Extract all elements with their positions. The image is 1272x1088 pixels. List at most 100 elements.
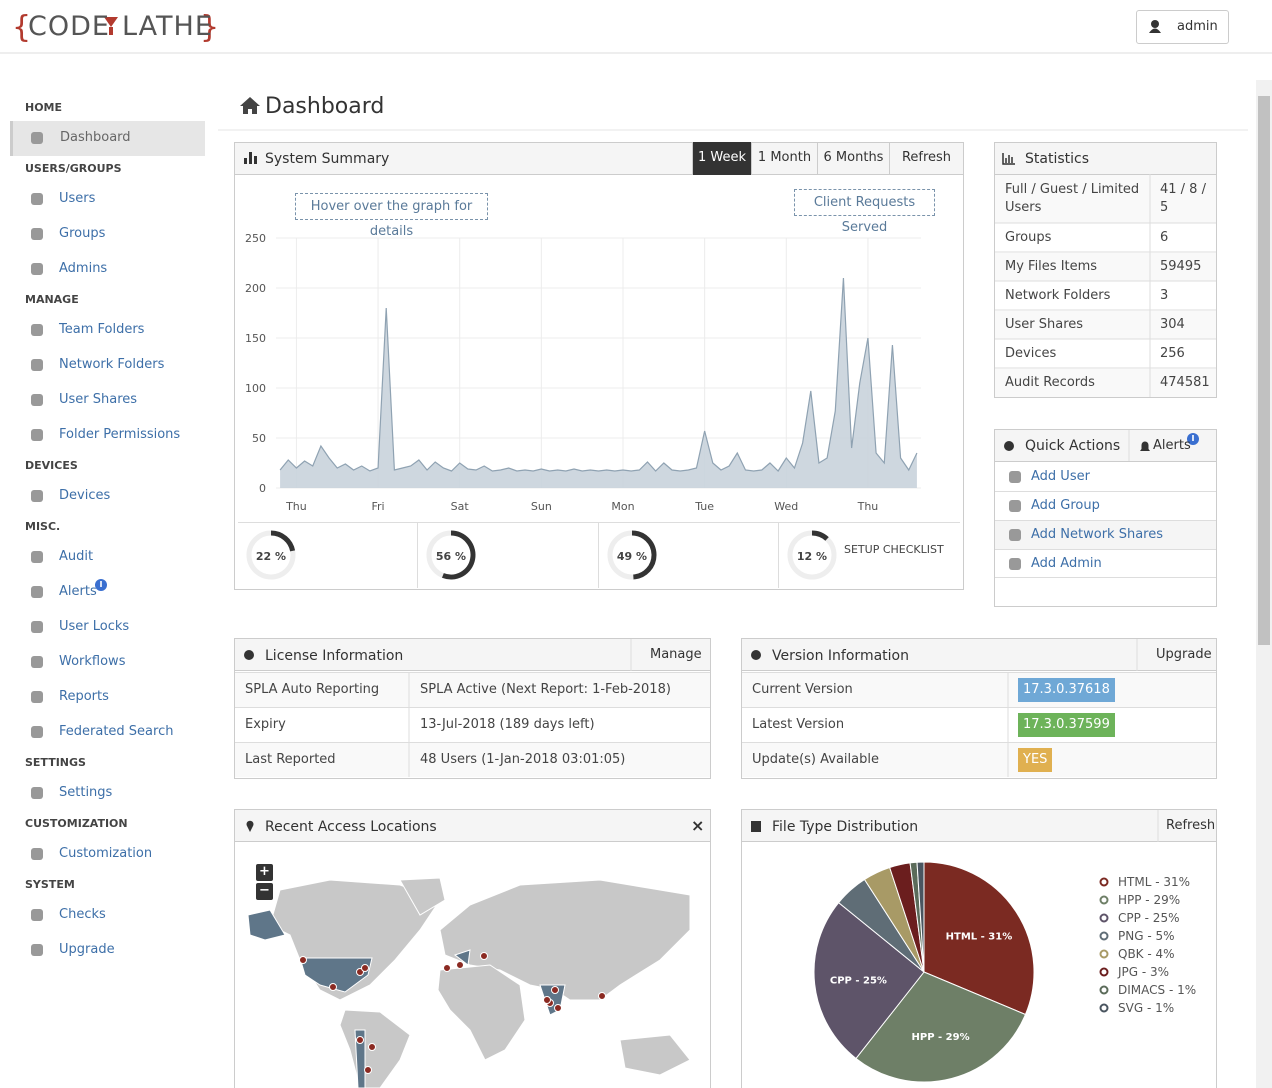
pie-slice [855, 971, 1027, 1083]
tab[interactable]: 1 Month [751, 142, 817, 175]
sidebar-link[interactable]: Network Folders [59, 357, 165, 372]
gauge-arc [811, 530, 829, 541]
gauge-label: 22 % [256, 550, 286, 563]
stat-label: Groups [1005, 230, 1052, 245]
tab[interactable]: 1 Week [692, 142, 751, 175]
pie-slice [916, 861, 925, 973]
legend-label: HTML - 31% [1118, 875, 1190, 889]
user-button[interactable] [1136, 10, 1229, 44]
info-label: Current Version [752, 682, 853, 697]
sidebar-link[interactable]: Devices [59, 488, 111, 503]
sidebar-link[interactable]: Audit [59, 549, 94, 564]
panel-title: License Information [265, 648, 404, 664]
info-label: SPLA Auto Reporting [245, 682, 380, 697]
quick-action[interactable]: Add Group [1031, 498, 1100, 513]
stat-value: 474581 [1160, 375, 1210, 390]
sidebar-link[interactable]: Team Folders [59, 322, 145, 337]
slice-label: CPP - 25% [830, 975, 887, 986]
sidebar-link[interactable]: Federated Search [59, 724, 174, 739]
icon [31, 551, 43, 563]
sidebar-link[interactable]: User Shares [59, 392, 138, 407]
icon [31, 490, 43, 502]
quick-action[interactable]: Add Admin [1031, 556, 1102, 571]
legend-label: JPG - 3% [1117, 965, 1169, 979]
tab[interactable]: 6 Months [817, 142, 889, 175]
sidebar-link[interactable]: Workflows [59, 654, 126, 669]
sidebar-heading: SETTINGS [25, 756, 86, 769]
sidebar-link[interactable]: Upgrade [59, 942, 115, 957]
user-icon [1151, 20, 1159, 28]
sidebar-link[interactable]: User Locks [59, 619, 130, 634]
icon [31, 787, 43, 799]
sidebar-link[interactable]: Admins [59, 261, 108, 276]
icon [31, 656, 43, 668]
icon [31, 726, 43, 738]
gauge-divider [417, 522, 418, 588]
area-fill [280, 278, 917, 488]
sidebar-link[interactable]: Settings [59, 785, 113, 800]
row-bg [235, 743, 710, 777]
quick-action[interactable]: Add User [1031, 469, 1090, 484]
icon [31, 944, 43, 956]
sidebar-heading: MANAGE [25, 293, 79, 306]
world-map [247, 877, 691, 1088]
user-name[interactable]: admin [1177, 19, 1218, 34]
legend-marker [1099, 949, 1109, 959]
pie-slice [813, 901, 925, 1060]
sidebar-link[interactable]: Alerts [59, 584, 97, 599]
panel-action[interactable]: Manage [650, 647, 702, 662]
tab[interactable]: Refresh [889, 142, 963, 175]
version-badge: YES [1018, 748, 1053, 772]
logo-icon [104, 17, 118, 35]
stat-label: User Shares [1005, 317, 1084, 332]
legend-marker [1099, 895, 1109, 905]
close-button[interactable]: × [691, 816, 705, 835]
y-tick-label: 150 [245, 332, 266, 345]
alert-badge-mark [100, 581, 102, 587]
legend-label: DIMACS - 1% [1118, 983, 1196, 997]
stat-label: My Files Items [1005, 259, 1098, 274]
icon [31, 193, 43, 205]
row-bg [995, 369, 1216, 397]
sidebar-link[interactable]: Customization [59, 846, 153, 861]
sidebar-link[interactable]: Reports [59, 689, 109, 704]
refresh-button[interactable]: Refresh [1166, 818, 1216, 833]
sidebar-link[interactable]: Dashboard [60, 130, 131, 145]
gauge-divider [598, 522, 599, 588]
legend-label: PNG - 5% [1118, 929, 1175, 943]
gauge-label: 56 % [436, 550, 466, 563]
sidebar-link[interactable]: Users [59, 191, 96, 206]
icon [1009, 529, 1021, 541]
zoom-out[interactable]: − [256, 883, 273, 900]
panel-title: System Summary [265, 151, 390, 167]
icon [31, 429, 43, 441]
stat-value: 41 / 8 / 5 [1160, 182, 1206, 215]
panel-action[interactable]: Upgrade [1156, 647, 1212, 662]
sidebar-link[interactable]: Groups [59, 226, 106, 241]
bell-icon [1140, 441, 1150, 451]
stat-label: Full / Guest / Limited Users [1005, 182, 1140, 215]
version-badge: 17.3.0.37599 [1018, 713, 1115, 737]
panel-icon [751, 821, 761, 832]
zoom-in[interactable]: + [256, 864, 273, 881]
stat-value: 6 [1160, 230, 1169, 245]
sidebar-link[interactable]: Checks [59, 907, 106, 922]
panel-header [234, 809, 711, 842]
x-tick-label: Sun [531, 500, 552, 513]
icon [1009, 500, 1021, 512]
alerts-link[interactable]: Alerts [1153, 438, 1191, 453]
panel-header [741, 809, 1217, 842]
sidebar-heading: HOME [25, 101, 63, 114]
sidebar-link[interactable]: Folder Permissions [59, 427, 181, 442]
logo-brace: { [12, 10, 31, 45]
icon [1009, 558, 1021, 570]
icon [31, 324, 43, 336]
gauge-label: 49 % [617, 550, 647, 563]
legend-box: Client Requests Served [794, 189, 935, 235]
scrollbar-thumb[interactable] [1258, 96, 1270, 645]
quick-action[interactable]: Add Network Shares [1031, 527, 1163, 542]
stat-value: 304 [1160, 317, 1185, 332]
legend-marker [1099, 913, 1109, 923]
legend-label: HPP - 29% [1118, 893, 1180, 907]
